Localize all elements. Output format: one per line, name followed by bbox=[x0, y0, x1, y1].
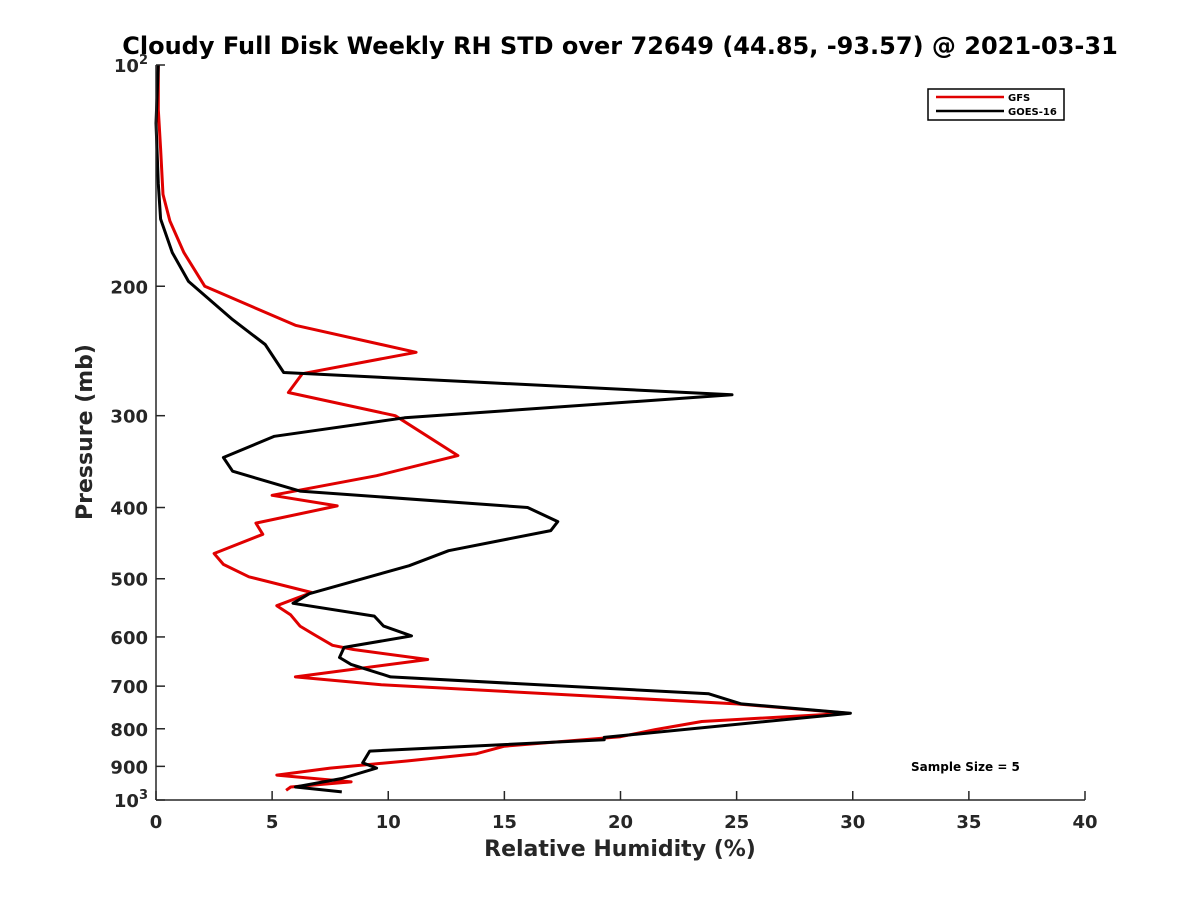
y-tick-label-7: 800 bbox=[110, 720, 148, 741]
x-tick-label-4: 20 bbox=[608, 812, 633, 833]
y-tick-label-4: 500 bbox=[110, 570, 148, 591]
series-layer bbox=[154, 64, 852, 794]
legend-label-gfs: GFS bbox=[1008, 93, 1030, 104]
y-axis-label: Pressure (mb) bbox=[73, 344, 98, 520]
x-axis-label: Relative Humidity (%) bbox=[484, 837, 756, 862]
y-tick-label-1: 200 bbox=[110, 277, 148, 298]
series-line-1 bbox=[154, 64, 852, 794]
y-tick-label-9: 103 bbox=[114, 788, 148, 812]
y-tick-label-3: 400 bbox=[110, 499, 148, 520]
x-tick-label-5: 25 bbox=[724, 812, 749, 833]
x-tick-label-8: 40 bbox=[1072, 812, 1097, 833]
legend-box bbox=[927, 88, 1065, 121]
x-tick-label-3: 15 bbox=[492, 812, 517, 833]
ticks-layer: 0 5 10 15 20 25 30 35 40 102 200 300 400 500 600 700 800… bbox=[110, 53, 1097, 833]
y-tick-label-8: 900 bbox=[110, 757, 148, 778]
y-tick-label-0: 102 bbox=[114, 53, 148, 77]
y-tick-label-2: 300 bbox=[110, 407, 148, 428]
x-tick-label-1: 5 bbox=[266, 812, 279, 833]
legend-label-goes16: GOES-16 bbox=[1008, 107, 1057, 118]
legend: GFS GOES-16 bbox=[927, 88, 1065, 121]
x-tick-label-0: 0 bbox=[150, 812, 163, 833]
chart-title: Cloudy Full Disk Weekly RH STD over 7264… bbox=[122, 32, 1118, 60]
x-tick-label-2: 10 bbox=[376, 812, 401, 833]
x-tick-label-6: 30 bbox=[840, 812, 865, 833]
sample-size-annotation: Sample Size = 5 bbox=[911, 760, 1020, 774]
x-tick-label-7: 35 bbox=[956, 812, 981, 833]
y-tick-label-6: 700 bbox=[110, 677, 148, 698]
y-tick-label-5: 600 bbox=[110, 628, 148, 649]
